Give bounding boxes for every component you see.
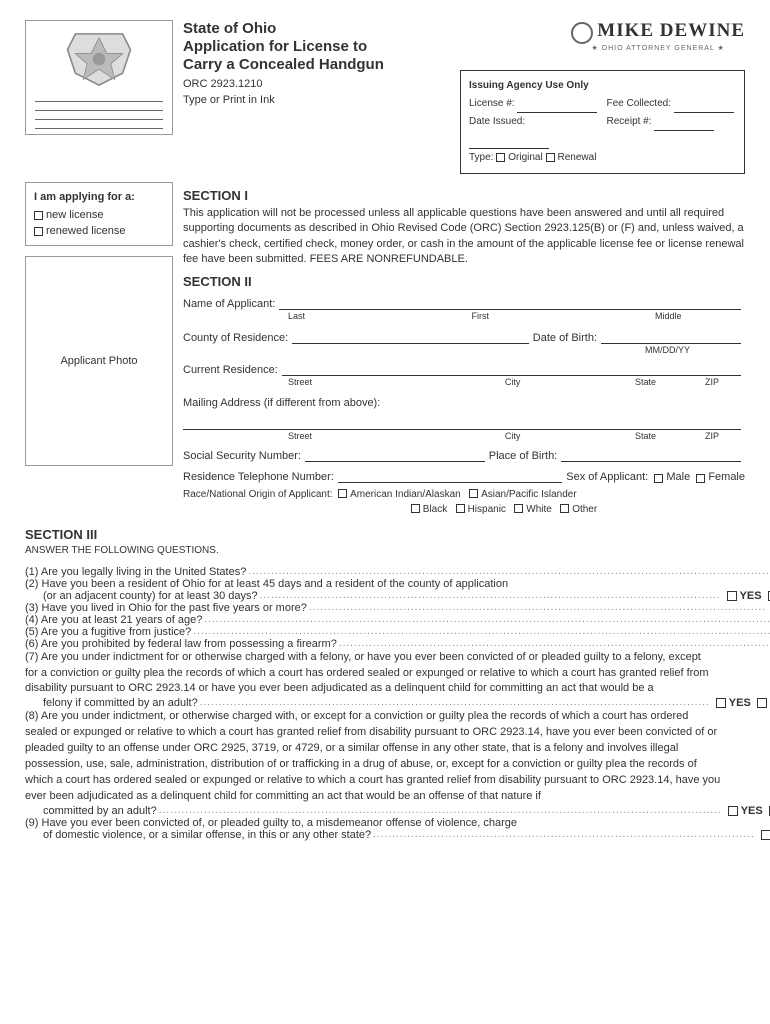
q6: (6) Are you prohibited by federal law fr… [25,638,337,650]
section-3-heading: SECTION III [25,527,745,542]
race-hispanic-checkbox[interactable] [456,504,465,513]
renewed-license-checkbox[interactable] [34,227,43,236]
q9-yes[interactable] [761,830,770,840]
q9: (9) Have you ever been convicted of, or … [25,817,755,829]
ohio-badge-icon [54,26,144,89]
applying-for-box: I am applying for a: new license renewed… [25,182,173,246]
q7-no[interactable] [757,698,767,708]
race-api-checkbox[interactable] [469,489,478,498]
agency-use-box: Issuing Agency Use Only License #: Fee C… [460,70,745,174]
dob-field[interactable] [601,331,741,344]
ohio-seal-icon [571,22,593,44]
q2: (2) Have you been a resident of Ohio for… [25,578,721,590]
applicant-photo-box: Applicant Photo [25,256,173,466]
phone-field[interactable] [338,470,562,483]
orc-code: ORC 2923.1210 [183,78,384,90]
state-logo-box [25,20,173,135]
race-other-checkbox[interactable] [560,504,569,513]
ssn-field[interactable] [305,449,485,462]
section-2-heading: SECTION II [183,274,745,289]
section-1-heading: SECTION I [183,188,745,203]
print-instruction: Type or Print in Ink [183,94,384,106]
q7: (7) Are you under indictment for or othe… [25,650,710,698]
q2-yes[interactable] [727,591,737,601]
race-black-checkbox[interactable] [411,504,420,513]
name-field[interactable] [279,297,741,310]
mailing-label: Mailing Address (if different from above… [183,397,745,409]
type-original-checkbox[interactable] [496,153,505,162]
q3: (3) Have you lived in Ohio for the past … [25,602,307,614]
pob-field[interactable] [561,449,741,462]
section-3-sub: ANSWER THE FOLLOWING QUESTIONS. [25,545,745,556]
q4: (4) Are you at least 21 years of age? [25,614,202,626]
sex-female-checkbox[interactable] [696,474,705,483]
race-white-checkbox[interactable] [514,504,523,513]
mailing-field[interactable] [183,417,741,430]
race-ai-checkbox[interactable] [338,489,347,498]
residence-field[interactable] [282,363,741,376]
county-field[interactable] [292,331,529,344]
q7-yes[interactable] [716,698,726,708]
q1: (1) Are you legally living in the United… [25,566,246,578]
q8: (8) Are you under indictment, or otherwi… [25,709,722,805]
form-title: State of Ohio Application for License to… [183,20,384,74]
q5: (5) Are you a fugitive from justice? [25,626,191,638]
type-renewal-checkbox[interactable] [546,153,555,162]
q8-yes[interactable] [728,806,738,816]
new-license-checkbox[interactable] [34,211,43,220]
sex-male-checkbox[interactable] [654,474,663,483]
section-1-text: This application will not be processed u… [183,206,745,268]
attorney-general-header: MIKE DEWINE ★ OHIO ATTORNEY GENERAL ★ [571,20,745,52]
